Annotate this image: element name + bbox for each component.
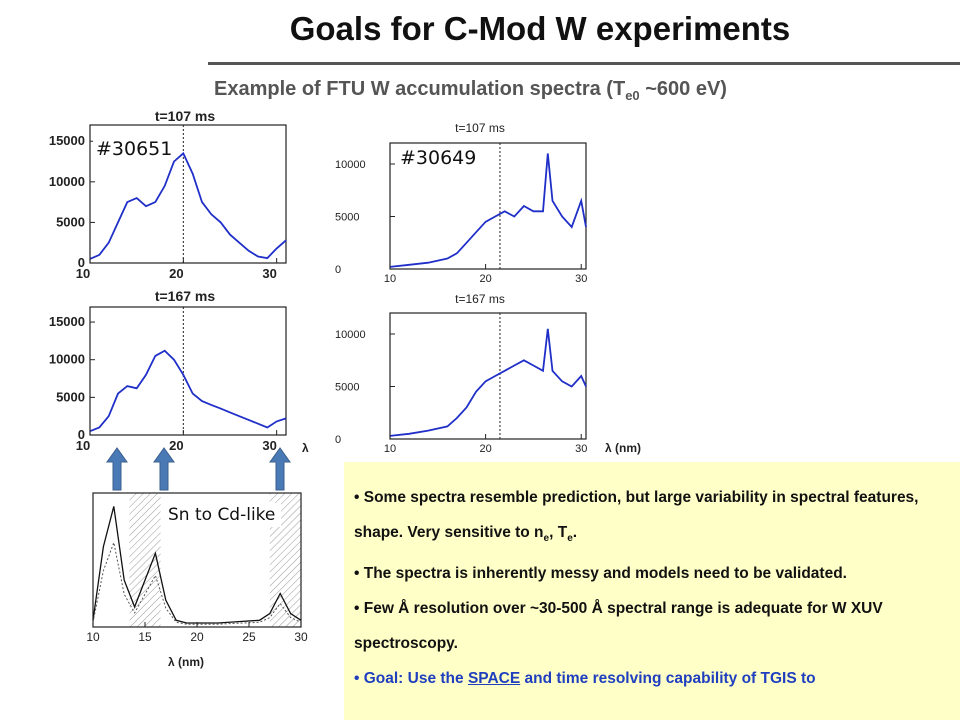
- bullet-1: • Some spectra resemble prediction, but …: [354, 489, 919, 545]
- spectrum-trace: [389, 153, 587, 268]
- x-tick-label: 10: [86, 630, 100, 644]
- y-tick-label: 10000: [335, 159, 366, 171]
- x-tick-label: 20: [169, 438, 183, 453]
- space-link[interactable]: SPACE: [467, 670, 521, 688]
- chart-frame: [89, 124, 287, 264]
- bullet-4: • Goal: Use the SPACE and time resolving…: [354, 670, 816, 688]
- chart-frame: [389, 142, 587, 270]
- title-rule: [208, 62, 960, 65]
- slide-title: Goals for C-Mod W experiments: [289, 10, 791, 47]
- chart-5: 10 15 20 25 30: [86, 492, 308, 644]
- bullet-3: • Few Å resolution over ~30-500 Å spectr…: [354, 600, 883, 653]
- chart-4: 10 20 30 0 5000 10000 t=167 ms: [335, 292, 587, 455]
- chart-frame: [89, 306, 287, 436]
- lambda-label-stray: λ: [302, 441, 309, 455]
- y-tick-label: 5000: [56, 389, 85, 404]
- bullet-2: • The spectra is inherently messy and mo…: [354, 565, 847, 583]
- x-tick-label: 20: [479, 443, 491, 455]
- x-tick-label: 15: [138, 630, 152, 644]
- up-arrow-1: [106, 447, 128, 491]
- chart-title: t=167 ms: [455, 292, 505, 306]
- x-tick-label: 10: [76, 438, 90, 453]
- y-tick-label: 0: [78, 427, 85, 442]
- x-tick-label: 30: [575, 273, 587, 285]
- x-tick-label: 20: [190, 630, 204, 644]
- y-tick-label: 10000: [49, 174, 85, 189]
- y-tick-label: 10000: [335, 329, 366, 341]
- x-tick-label: 30: [262, 266, 276, 281]
- up-arrow-3: [269, 447, 291, 491]
- lambda-label-bottom: λ (nm): [168, 655, 204, 669]
- spectrum-trace: [92, 506, 302, 624]
- x-tick-label: 10: [384, 443, 396, 455]
- hatched-region-1: [129, 493, 161, 627]
- y-tick-label: 10000: [49, 352, 85, 367]
- shot-label-right: #30649: [397, 147, 480, 169]
- x-tick-label: 10: [384, 273, 396, 285]
- sn-cd-label: Sn to Cd-like: [162, 503, 282, 527]
- chart-title: t=107 ms: [455, 121, 505, 135]
- x-tick-label: 30: [262, 438, 276, 453]
- x-tick-label: 25: [242, 630, 256, 644]
- info-box: • Some spectra resemble prediction, but …: [344, 462, 960, 720]
- spectrum-trace: [89, 151, 287, 260]
- x-tick-label: 30: [575, 443, 587, 455]
- subtitle-sub: e0: [625, 88, 640, 103]
- chart-2: 10 20 30 0 5000 10000 15000 t=167 ms: [49, 288, 287, 453]
- shot-label-left: #30651: [93, 138, 176, 160]
- y-tick-label: 15000: [49, 133, 85, 148]
- x-tick-label: 20: [169, 266, 183, 281]
- spectrum-trace: [89, 349, 287, 433]
- chart-1: 10 20 30 0 5000 10000 15000 t=107 ms: [49, 108, 287, 281]
- chart-3: 10 20 30 0 5000 10000 t=107 ms: [335, 121, 587, 285]
- chart-title: t=107 ms: [155, 108, 216, 124]
- spectrum-trace-dashed: [92, 540, 302, 625]
- y-tick-label: 0: [335, 434, 341, 446]
- slide-subtitle: Example of FTU W accumulation spectra (T…: [214, 78, 727, 103]
- y-tick-label: 0: [335, 264, 341, 276]
- chart-title: t=167 ms: [155, 288, 216, 304]
- y-tick-label: 5000: [335, 382, 359, 394]
- x-tick-label: 20: [479, 273, 491, 285]
- subtitle-pre: Example of FTU W accumulation spectra (T: [214, 78, 626, 100]
- y-tick-label: 15000: [49, 314, 85, 329]
- up-arrow-2: [153, 447, 175, 491]
- chart-frame: [389, 312, 587, 440]
- x-tick-label: 10: [76, 266, 90, 281]
- subtitle-post: ~600 eV): [639, 78, 727, 100]
- lambda-label-right: λ (nm): [605, 441, 641, 455]
- y-tick-label: 5000: [335, 212, 359, 224]
- y-tick-label: 0: [78, 255, 85, 270]
- spectrum-trace: [389, 328, 587, 437]
- y-tick-label: 5000: [56, 214, 85, 229]
- x-tick-label: 30: [294, 630, 308, 644]
